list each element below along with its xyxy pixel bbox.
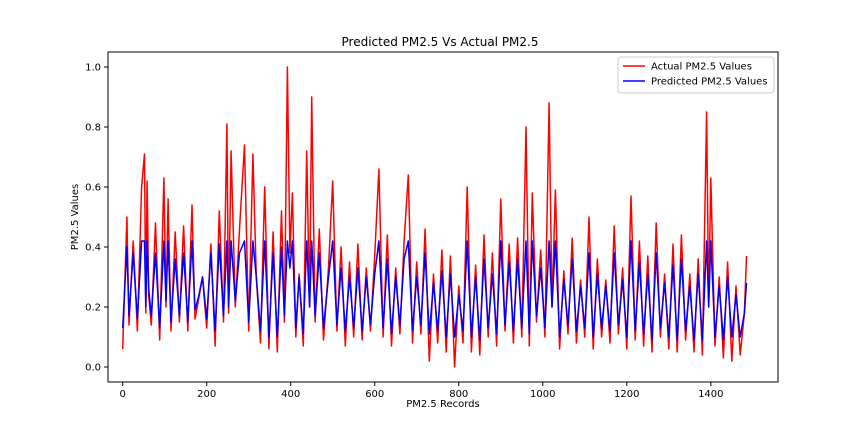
x-tick-label: 1200: [614, 389, 639, 400]
chart-title: Predicted PM2.5 Vs Actual PM2.5: [342, 35, 539, 49]
legend-box: [617, 56, 775, 94]
x-tick-label: 800: [449, 389, 468, 400]
legend: Actual PM2.5 Values Predicted PM2.5 Valu…: [617, 56, 775, 94]
y-tick-label: 0.2: [85, 303, 101, 314]
x-tick-label: 200: [197, 389, 216, 400]
series-line-predicted: [121, 240, 748, 341]
legend-label-predicted: Predicted PM2.5 Values: [651, 77, 768, 88]
x-tick-label: 1000: [530, 389, 555, 400]
y-tick-label: 1.0: [85, 63, 101, 74]
y-tick-label: 0.0: [85, 363, 101, 374]
y-axis-label: PM2.5 Values: [70, 184, 81, 250]
x-tick-label: 400: [281, 389, 300, 400]
x-axis-ticks: 0 200 400 600 800 1000 1200 1400: [120, 382, 724, 400]
series-layer: [121, 66, 748, 368]
y-tick-label: 0.6: [85, 183, 101, 194]
legend-label-actual: Actual PM2.5 Values: [651, 62, 752, 73]
y-tick-label: 0.8: [85, 123, 101, 134]
x-axis-label: PM2.5 Records: [406, 399, 480, 410]
y-axis-ticks: 0.0 0.2 0.4 0.6 0.8 1.0: [85, 63, 108, 374]
x-tick-label: 0: [120, 389, 126, 400]
x-tick-label: 600: [365, 389, 384, 400]
plot-frame: [107, 51, 779, 383]
x-tick-label: 1400: [698, 389, 723, 400]
y-tick-label: 0.4: [85, 243, 101, 254]
